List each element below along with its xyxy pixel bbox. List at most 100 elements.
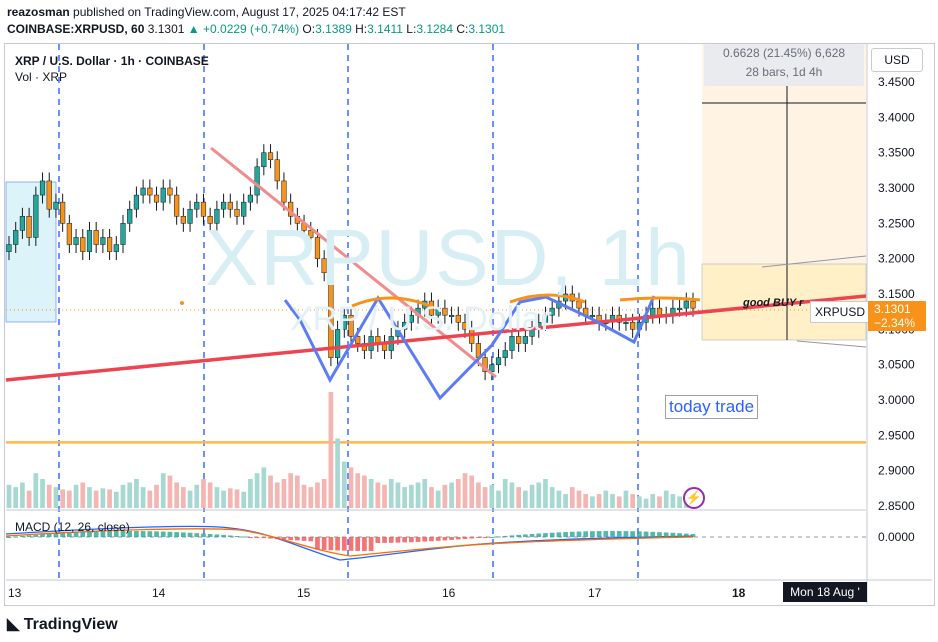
macd-histogram-bar [395, 537, 401, 543]
low-value: 3.1284 [416, 22, 454, 36]
macd-histogram-bar [194, 533, 200, 537]
candle-body [194, 201, 200, 210]
volume-bar [33, 473, 39, 508]
volume-bar [26, 490, 32, 508]
candle-body [234, 208, 240, 217]
macd-histogram-bar [375, 537, 381, 543]
price-axis-tick: 3.0500 [878, 358, 915, 372]
candle-body [676, 307, 683, 310]
macd-histogram-bar [576, 531, 582, 537]
volume-bar [449, 482, 454, 508]
macd-histogram-bar [234, 535, 240, 537]
candle-body [153, 194, 160, 203]
volume-bar [301, 484, 307, 508]
ascending-trendline [5, 294, 867, 382]
candle-body [247, 194, 254, 203]
candle-body [207, 216, 213, 224]
currency-button[interactable]: USD [871, 48, 923, 72]
candle-body [549, 307, 555, 316]
candle-body [402, 322, 408, 330]
candle-body [86, 230, 93, 252]
volume-bar [462, 473, 468, 508]
macd-histogram-bar [140, 531, 146, 537]
time-axis-tick: 15 [297, 586, 311, 600]
macd-histogram-bar [556, 532, 562, 537]
volume-bar [576, 490, 582, 508]
measure-connector-bottom [796, 340, 867, 348]
macd-histogram-bar [502, 535, 508, 537]
price-axis-tick: 3.2000 [878, 252, 915, 266]
volume-bar [147, 490, 153, 508]
volume-bar [261, 467, 267, 508]
macd-legend[interactable]: MACD (12, 26, close) [15, 520, 130, 534]
volume-bar [590, 496, 595, 508]
volume-bar [549, 487, 555, 508]
price-axis-tick: 2.9000 [878, 464, 915, 478]
volume-bar [80, 482, 86, 508]
volume-bar [442, 484, 448, 508]
volume-bar [435, 490, 441, 508]
volume-bar [93, 490, 99, 508]
macd-histogram-bar [73, 532, 79, 537]
lightning-icon[interactable]: ⚡ [683, 487, 705, 509]
measure-tooltip: 0.6628 (21.45%) 6,628 28 bars, 1d 4h [704, 44, 864, 86]
volume-bar [563, 494, 568, 508]
macd-histogram-bar [248, 537, 253, 538]
candle-body [13, 230, 19, 245]
volume-bar [482, 487, 488, 508]
macd-histogram-bar [523, 534, 528, 537]
chart-frame[interactable] [4, 43, 935, 606]
good-buy-note[interactable]: good BUY r [743, 297, 804, 309]
macd-histogram-bar [87, 531, 92, 537]
today-trade-note[interactable]: today trade [665, 395, 759, 419]
candle-body [623, 322, 629, 325]
volume-bar [502, 479, 508, 508]
volume-bar [677, 496, 682, 508]
volume-bar [348, 467, 354, 508]
macd-histogram-bar [13, 536, 19, 538]
volume-bar [643, 498, 649, 508]
volume-bar [174, 482, 179, 508]
resistance-arc-2 [509, 293, 586, 304]
macd-histogram-bar [20, 535, 25, 537]
volume-bar [295, 475, 300, 508]
candle-body [127, 208, 133, 224]
macd-histogram-bar [388, 537, 394, 543]
open-label: O: [302, 22, 316, 36]
macd-histogram-bar [610, 531, 615, 537]
price-axis-tick: 3.3000 [878, 181, 915, 195]
macd-histogram-bar [160, 531, 166, 537]
macd-histogram-bar [134, 531, 139, 537]
volume-bar [603, 490, 609, 508]
candle-body [174, 194, 180, 217]
macd-histogram-bar [100, 531, 106, 537]
macd-histogram-bar [489, 536, 495, 538]
symbol-legend[interactable]: XRP / U.S. Dollar · 1h · COINBASE [15, 54, 209, 68]
volume-bar [87, 487, 92, 508]
candle-body [187, 208, 193, 224]
volume-bar [556, 490, 562, 508]
price-axis-tick: 2.8500 [878, 499, 915, 513]
symbol-watermark-description: XRP / U.S. Dollar [290, 300, 553, 338]
macd-histogram-bar [214, 534, 220, 537]
candle-body [650, 307, 656, 316]
macd-histogram-bar [221, 534, 226, 537]
candle-body [100, 237, 106, 245]
volume-bar [429, 487, 434, 508]
macd-histogram-bar [355, 537, 361, 551]
candle-body [227, 201, 233, 210]
candle-body [408, 314, 414, 323]
volume-bar [469, 475, 475, 508]
macd-histogram-bar [107, 531, 112, 537]
volume-bar [657, 496, 662, 508]
candle-body [93, 230, 99, 245]
volume-bar [214, 487, 220, 508]
volume-bar [248, 479, 253, 508]
volume-bar [154, 484, 159, 508]
macd-histogram-bar [254, 537, 260, 538]
macd-histogram-bar [335, 537, 340, 551]
volume-legend[interactable]: Vol · XRP [15, 70, 68, 84]
price-axis-tick: 3.4500 [878, 75, 915, 89]
volume-bar [663, 490, 669, 508]
volume-bar [616, 496, 622, 508]
